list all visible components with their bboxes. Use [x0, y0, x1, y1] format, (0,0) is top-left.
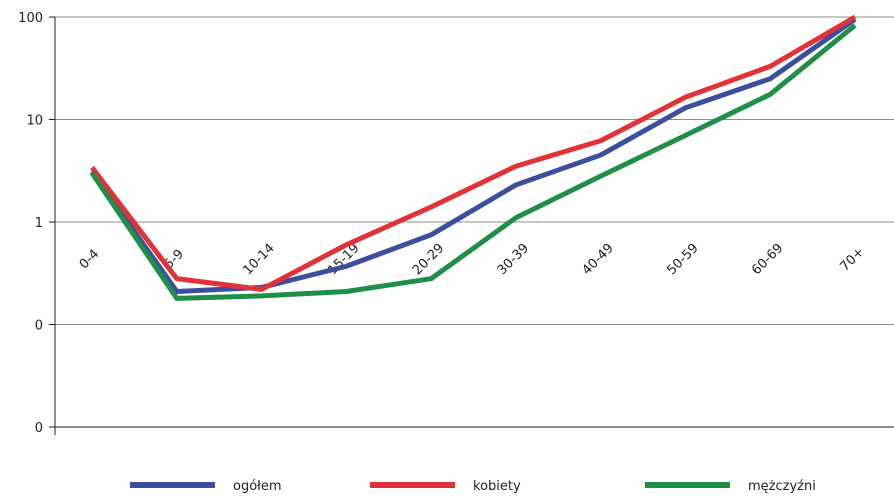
- legend-label: kobiety: [473, 479, 521, 493]
- x-tick-label: 0-4: [77, 247, 103, 273]
- legend-label: ogółem: [233, 479, 282, 493]
- line-series: [89, 17, 857, 294]
- x-tick-label: 70+: [838, 245, 868, 275]
- y-tick-label: 1: [35, 216, 43, 231]
- y-tick-label: 0: [35, 421, 43, 436]
- x-tick-label: 10-14: [240, 241, 277, 278]
- x-tick-label: 50-59: [664, 241, 701, 278]
- x-tick-label: 60-69: [749, 241, 786, 278]
- line-series: [90, 14, 857, 292]
- x-tick-label: 5-9: [161, 247, 187, 273]
- line-series: [89, 23, 857, 301]
- legend-label: mężczyźni: [748, 479, 816, 493]
- y-tick-label: 100: [18, 11, 43, 26]
- x-tick-label: 30-39: [495, 241, 532, 278]
- y-tick-label: 0: [35, 319, 43, 334]
- x-tick-label: 40-49: [580, 241, 617, 278]
- y-tick-label: 10: [26, 114, 43, 129]
